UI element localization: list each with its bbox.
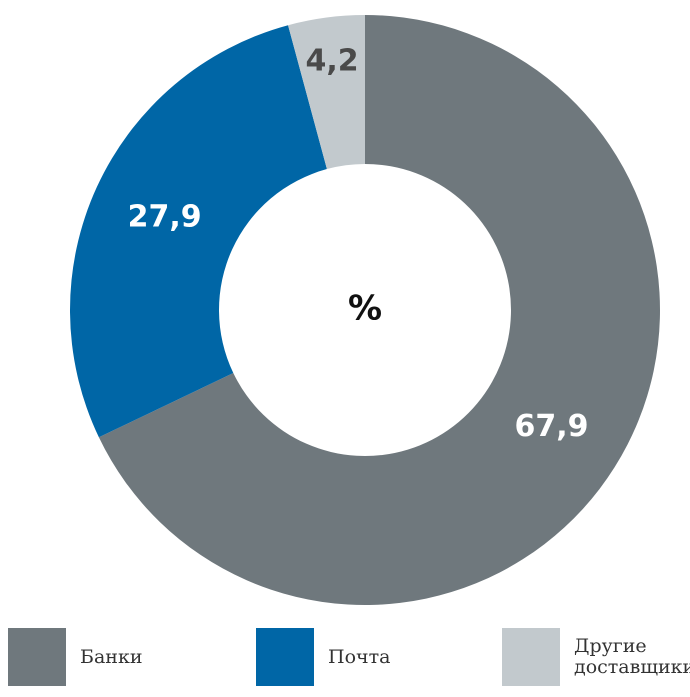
chart-value-labels: 67,9 27,9 4,2 <box>128 44 589 444</box>
value-label-banks: 67,9 <box>515 409 589 444</box>
chart-slices <box>70 15 661 605</box>
slice-banks <box>98 15 661 605</box>
legend-item-post: Почта <box>256 628 390 686</box>
slice-other <box>288 15 365 170</box>
legend-swatch-banks <box>8 628 66 686</box>
legend-swatch-post <box>256 628 314 686</box>
center-unit-label: % <box>348 289 382 329</box>
value-label-post: 27,9 <box>128 200 202 235</box>
legend-swatch-other <box>502 628 560 686</box>
legend-label-post: Почта <box>328 645 391 668</box>
donut-chart: 67,9 27,9 4,2 % <box>70 15 661 605</box>
slice-post <box>70 25 327 438</box>
legend-item-other: Другие доставщики <box>502 628 690 686</box>
value-label-other: 4,2 <box>306 44 359 79</box>
legend-label-banks: Банки <box>80 645 143 668</box>
legend-label-other: Другие доставщики <box>574 635 690 678</box>
chart-legend: Банки Почта Другие доставщики <box>0 625 690 697</box>
legend-item-banks: Банки <box>8 628 143 686</box>
